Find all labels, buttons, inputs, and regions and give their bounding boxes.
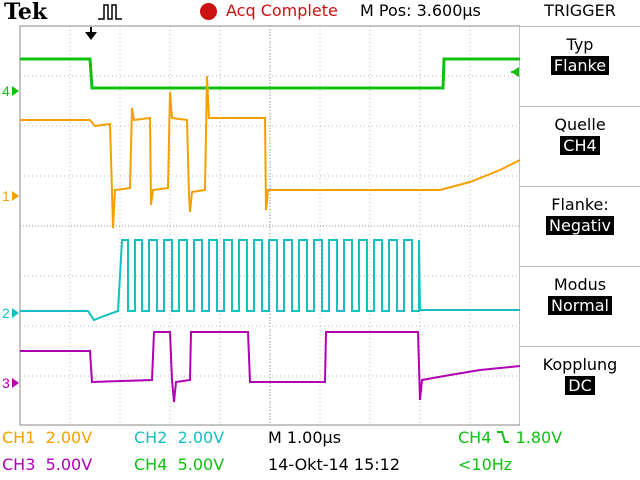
menu-item-modus[interactable]: Modus Normal: [520, 266, 640, 345]
pulse-waveform-icon: [98, 4, 122, 20]
trigger-readout: CH4 1.80V: [458, 428, 562, 447]
menu-item-value: DC: [565, 376, 595, 395]
menu-item-label: Kopplung: [542, 355, 618, 374]
waveform-display: 4 1 2 3: [2, 25, 521, 426]
ch1-scale: 2.00V: [45, 428, 93, 447]
ch2-marker: 2: [2, 305, 10, 321]
ch4-scale: 5.00V: [177, 455, 225, 474]
ch1-trace: [20, 75, 521, 229]
trigger-level: 1.80V: [515, 428, 563, 447]
status-bar: Tek Acq Complete M Pos: 3.600µs: [0, 0, 520, 25]
ch4-label: CH4: [134, 455, 168, 474]
ch2-label: CH2: [134, 428, 168, 447]
ch2-scale: 2.00V: [177, 428, 225, 447]
ch2-readout: CH2 2.00V: [134, 428, 224, 447]
ch4-marker: 4: [2, 83, 10, 99]
ch4-trace: [20, 57, 520, 90]
ch1-readout: CH1 2.00V: [2, 428, 92, 447]
ch3-scale: 5.00V: [45, 455, 93, 474]
frequency-readout: <10Hz: [458, 455, 513, 474]
graticule-center: [20, 26, 520, 425]
menu-item-label: Flanke:: [551, 195, 609, 214]
acquisition-status-dot: [200, 3, 217, 20]
menu-item-value: Flanke: [550, 56, 610, 75]
trigger-source: CH4: [458, 428, 492, 447]
menu-item-label: Modus: [553, 275, 607, 294]
ch3-readout: CH3 5.00V: [2, 455, 92, 474]
brand-logo: Tek: [4, 0, 48, 25]
menu-item-label: Typ: [566, 35, 594, 54]
falling-edge-icon: [497, 431, 510, 443]
menu-item-quelle[interactable]: Quelle CH4: [520, 106, 640, 185]
ch3-marker: 3: [2, 375, 10, 391]
ch4-readout: CH4 5.00V: [134, 455, 224, 474]
ch1-label: CH1: [2, 428, 36, 447]
menu-item-value: Negativ: [546, 216, 614, 235]
menu-item-value: CH4: [560, 136, 600, 155]
ch3-trace: [20, 331, 521, 403]
ch1-marker: 1: [2, 188, 10, 204]
down-arrow-icon: [85, 27, 97, 40]
timebase-readout: M 1.00µs: [268, 428, 342, 447]
trigger-menu: TRIGGER Typ Flanke Quelle CH4 Flanke: Ne…: [520, 0, 640, 426]
trigger-menu-title: TRIGGER: [544, 1, 616, 20]
acquisition-status: Acq Complete: [226, 1, 338, 20]
menu-item-typ[interactable]: Typ Flanke: [520, 26, 640, 105]
ch3-label: CH3: [2, 455, 36, 474]
menu-item-kopplung[interactable]: Kopplung DC: [520, 346, 640, 425]
menu-item-label: Quelle: [554, 115, 606, 134]
menu-item-flanke[interactable]: Flanke: Negativ: [520, 186, 640, 265]
graticule: [20, 26, 520, 425]
date-time: 14-Okt-14 15:12: [268, 455, 401, 474]
ch2-trace: [20, 239, 520, 322]
menu-item-value: Normal: [548, 296, 612, 315]
horizontal-position: M Pos: 3.600µs: [360, 1, 481, 20]
